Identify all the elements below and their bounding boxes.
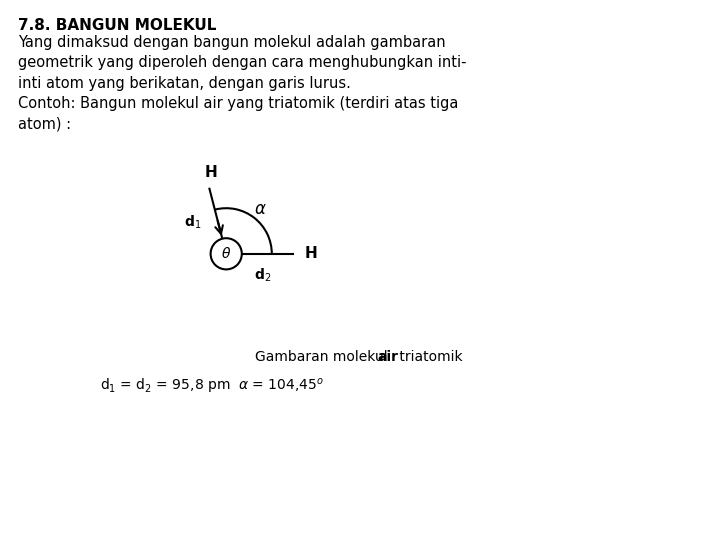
Text: $\alpha$: $\alpha$ [254,200,267,218]
Circle shape [210,238,242,269]
Text: Gambaran molekul: Gambaran molekul [255,350,392,364]
Text: d$_2$: d$_2$ [253,267,271,285]
Text: Yang dimaksud dengan bangun molekul adalah gambaran
geometrik yang diperoleh den: Yang dimaksud dengan bangun molekul adal… [18,35,467,132]
Text: H: H [304,246,317,261]
Text: air: air [377,350,398,364]
Text: triatomik: triatomik [395,350,463,364]
Text: θ: θ [222,247,230,261]
Text: H: H [204,165,217,180]
Text: 7.8. BANGUN MOLEKUL: 7.8. BANGUN MOLEKUL [18,18,217,33]
Text: d$_1$: d$_1$ [184,214,201,231]
Text: d$_1$ = d$_2$ = 95,8 pm  $\alpha$ = 104,45$^o$: d$_1$ = d$_2$ = 95,8 pm $\alpha$ = 104,4… [100,377,324,396]
